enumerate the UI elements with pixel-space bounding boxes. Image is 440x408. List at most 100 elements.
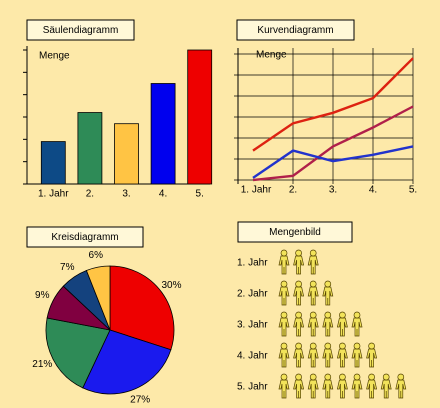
person-head — [368, 342, 375, 350]
x-tick-label: 2. — [86, 189, 94, 200]
icon-row — [278, 342, 378, 368]
person-icon — [336, 379, 348, 399]
person-head — [353, 311, 361, 319]
data-label: 27% — [130, 394, 150, 405]
person-icon — [380, 379, 392, 399]
data-label: 6% — [89, 250, 104, 261]
x-tick-label: 1. Jahr — [38, 189, 69, 200]
person-head — [309, 311, 317, 319]
pie-slice — [82, 329, 172, 395]
data-label: 7% — [60, 262, 75, 273]
pie-slice — [85, 265, 111, 331]
person-icon — [278, 348, 290, 368]
person-head — [295, 342, 302, 350]
line-series — [252, 145, 414, 179]
person-icon — [351, 348, 363, 368]
person-head — [295, 311, 302, 319]
y-axis-label: Menge — [39, 51, 70, 62]
person-head — [280, 311, 288, 319]
x-tick-label: 1. Jahr — [241, 185, 272, 196]
x-tick-label: 4. — [369, 185, 377, 196]
person-head — [309, 280, 317, 288]
person-icon — [336, 348, 348, 368]
person-icon — [336, 317, 348, 337]
line-series — [252, 105, 414, 182]
y-axis-label: Menge — [256, 50, 287, 61]
person-icon — [307, 348, 319, 368]
person-head — [324, 342, 332, 350]
data-label: 21% — [32, 359, 52, 370]
person-head — [324, 373, 332, 381]
person-icon — [307, 255, 319, 275]
person-head — [280, 342, 288, 350]
person-icon — [351, 379, 363, 399]
row-label: 3. Jahr — [237, 320, 268, 331]
person-head — [397, 373, 405, 381]
person-head — [324, 311, 332, 319]
x-tick-label: 5. — [196, 189, 204, 200]
row-label: 2. Jahr — [237, 289, 268, 300]
chart-title: Kreisdiagramm — [51, 232, 118, 243]
x-tick-label: 2. — [289, 185, 297, 196]
person-head — [324, 280, 332, 288]
line-series — [252, 57, 414, 152]
person-head — [339, 311, 346, 319]
person-head — [309, 249, 317, 257]
person-head — [295, 280, 302, 288]
person-head — [280, 373, 288, 381]
bar — [150, 83, 176, 185]
person-head — [309, 342, 317, 350]
x-tick-label: 3. — [122, 189, 130, 200]
person-head — [280, 280, 288, 288]
person-icon — [278, 286, 290, 306]
person-icon — [307, 379, 319, 399]
icon-row — [278, 249, 319, 275]
person-icon — [322, 379, 334, 399]
chart-title: Kurvendiagramm — [257, 25, 333, 36]
icon-row — [278, 311, 363, 337]
person-icon — [307, 286, 319, 306]
person-head — [382, 373, 390, 381]
pie-slice — [45, 317, 111, 389]
bar — [187, 49, 213, 185]
pie-slice — [109, 265, 175, 351]
person-icon — [322, 317, 334, 337]
data-label: 9% — [35, 290, 50, 301]
person-head — [353, 373, 361, 381]
person-icon — [278, 255, 290, 275]
row-label: 5. Jahr — [237, 382, 268, 393]
bar — [114, 123, 139, 185]
x-tick-label: 4. — [159, 189, 167, 200]
bar — [40, 141, 66, 185]
title-box — [236, 19, 355, 41]
person-icon — [351, 317, 363, 337]
x-tick-label: 3. — [329, 185, 337, 196]
title-box — [237, 221, 353, 243]
row-label: 1. Jahr — [237, 258, 268, 269]
person-head — [280, 249, 288, 257]
person-icon — [293, 379, 305, 399]
row-label: 4. Jahr — [237, 351, 268, 362]
person-icon — [322, 286, 334, 306]
person-icon — [293, 317, 305, 337]
title-box — [26, 226, 144, 248]
person-icon — [366, 348, 378, 368]
person-icon — [293, 286, 305, 306]
person-icon — [366, 379, 378, 399]
person-head — [309, 373, 317, 381]
chart-title: Mengenbild — [269, 227, 321, 238]
person-icon — [293, 255, 305, 275]
chart-title: Säulendiagramm — [43, 25, 119, 36]
person-head — [295, 373, 302, 381]
person-icon — [395, 379, 407, 399]
person-head — [339, 342, 346, 350]
person-head — [295, 249, 302, 257]
person-icon — [278, 317, 290, 337]
person-icon — [307, 317, 319, 337]
person-icon — [293, 348, 305, 368]
person-head — [368, 373, 375, 381]
x-tick-label: 5. — [409, 185, 417, 196]
person-head — [339, 373, 346, 381]
icon-row — [278, 373, 407, 399]
